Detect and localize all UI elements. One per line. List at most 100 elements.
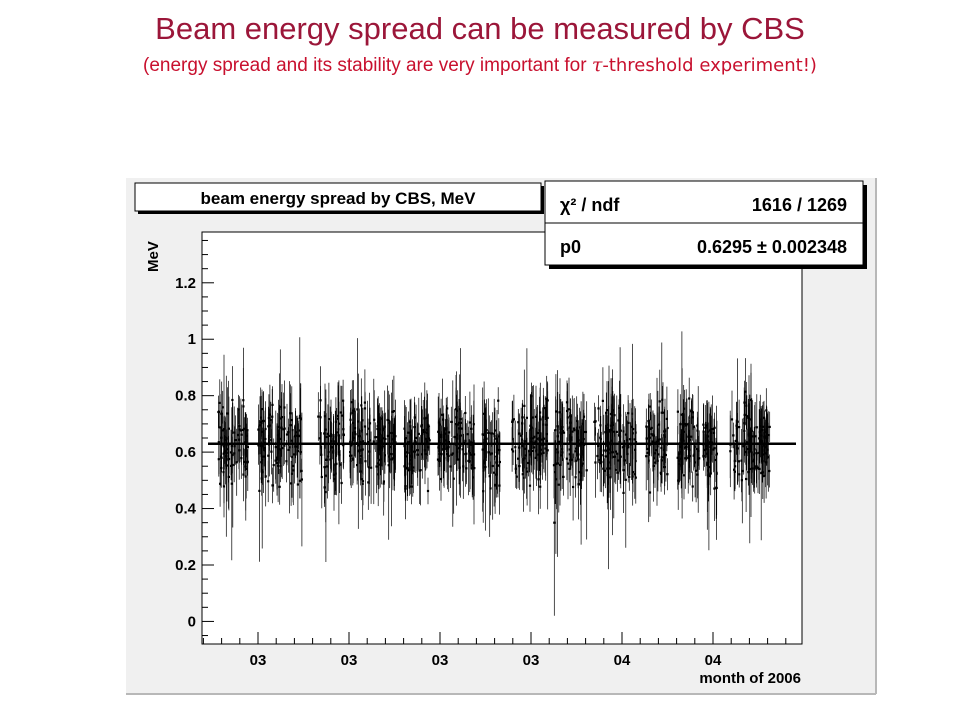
data-point xyxy=(438,440,441,443)
data-point xyxy=(517,457,520,460)
data-point xyxy=(711,428,714,431)
data-point xyxy=(658,400,661,403)
data-point xyxy=(741,469,744,473)
data-point xyxy=(424,452,427,456)
data-point xyxy=(452,477,455,480)
data-point xyxy=(274,446,277,449)
data-point xyxy=(243,427,246,430)
data-point xyxy=(280,417,283,420)
data-point xyxy=(281,447,284,450)
data-point xyxy=(702,454,705,458)
data-point xyxy=(446,407,449,410)
data-point xyxy=(566,462,570,465)
data-point xyxy=(487,431,490,434)
data-point xyxy=(388,452,391,455)
data-point xyxy=(759,430,762,433)
data-point xyxy=(383,454,386,457)
data-point xyxy=(645,455,648,458)
data-point xyxy=(261,469,264,472)
data-point xyxy=(354,433,357,436)
data-point xyxy=(735,424,738,427)
data-point xyxy=(706,462,709,465)
data-point xyxy=(218,401,221,404)
data-point xyxy=(609,476,612,479)
data-point xyxy=(615,430,618,433)
data-point xyxy=(625,438,628,442)
data-point xyxy=(577,439,580,442)
data-point xyxy=(420,425,423,428)
data-point xyxy=(647,420,650,423)
data-point xyxy=(752,460,755,463)
data-point xyxy=(632,428,635,431)
data-point xyxy=(329,433,333,436)
data-point xyxy=(768,425,771,428)
data-point xyxy=(652,434,656,437)
data-point xyxy=(387,464,390,467)
data-point xyxy=(657,453,660,456)
data-point xyxy=(227,475,230,478)
data-point xyxy=(713,426,716,429)
data-point xyxy=(412,466,415,469)
data-point xyxy=(747,416,750,419)
data-point xyxy=(665,417,668,420)
data-point xyxy=(471,464,474,467)
data-point xyxy=(332,451,335,454)
data-point xyxy=(461,448,464,451)
data-point xyxy=(285,433,289,436)
data-point xyxy=(243,460,246,463)
data-point xyxy=(258,424,262,427)
data-point xyxy=(762,416,766,419)
data-point xyxy=(766,448,769,451)
data-point xyxy=(761,471,764,474)
data-point xyxy=(738,426,741,429)
data-point xyxy=(765,461,768,464)
data-point xyxy=(447,454,450,457)
data-point xyxy=(611,421,614,424)
data-point xyxy=(747,471,750,474)
data-point xyxy=(661,398,664,401)
data-point xyxy=(660,411,663,414)
data-point xyxy=(440,433,443,436)
data-point xyxy=(462,465,465,468)
data-point xyxy=(553,521,556,524)
data-point xyxy=(514,467,517,470)
data-point xyxy=(277,464,280,467)
data-point xyxy=(225,455,228,458)
data-point xyxy=(753,448,756,451)
data-point xyxy=(390,431,393,435)
data-point xyxy=(554,471,557,474)
data-point xyxy=(736,447,739,450)
data-point xyxy=(661,459,664,462)
data-point xyxy=(293,453,296,456)
data-point xyxy=(471,467,474,470)
data-point xyxy=(450,453,453,456)
data-point xyxy=(694,461,697,464)
data-point xyxy=(570,436,573,439)
data-point xyxy=(747,448,750,451)
data-point xyxy=(238,449,241,452)
data-point xyxy=(295,431,298,434)
data-point xyxy=(528,484,532,487)
data-point xyxy=(350,401,353,404)
data-point xyxy=(353,436,356,439)
data-point xyxy=(753,453,756,456)
data-point xyxy=(333,478,336,481)
data-point xyxy=(561,430,564,433)
data-point xyxy=(245,467,248,470)
data-point xyxy=(765,430,768,433)
data-point xyxy=(410,454,413,457)
data-point xyxy=(609,467,612,470)
data-point xyxy=(577,483,580,486)
data-point xyxy=(267,425,270,428)
data-point xyxy=(559,431,562,434)
data-point xyxy=(438,432,441,435)
data-point xyxy=(621,446,624,449)
data-point xyxy=(647,459,650,462)
data-point xyxy=(581,422,584,425)
data-point xyxy=(525,416,528,419)
data-point xyxy=(318,437,321,440)
data-point xyxy=(743,422,746,425)
data-point xyxy=(392,410,395,413)
data-point xyxy=(729,450,732,453)
data-point xyxy=(320,475,323,479)
